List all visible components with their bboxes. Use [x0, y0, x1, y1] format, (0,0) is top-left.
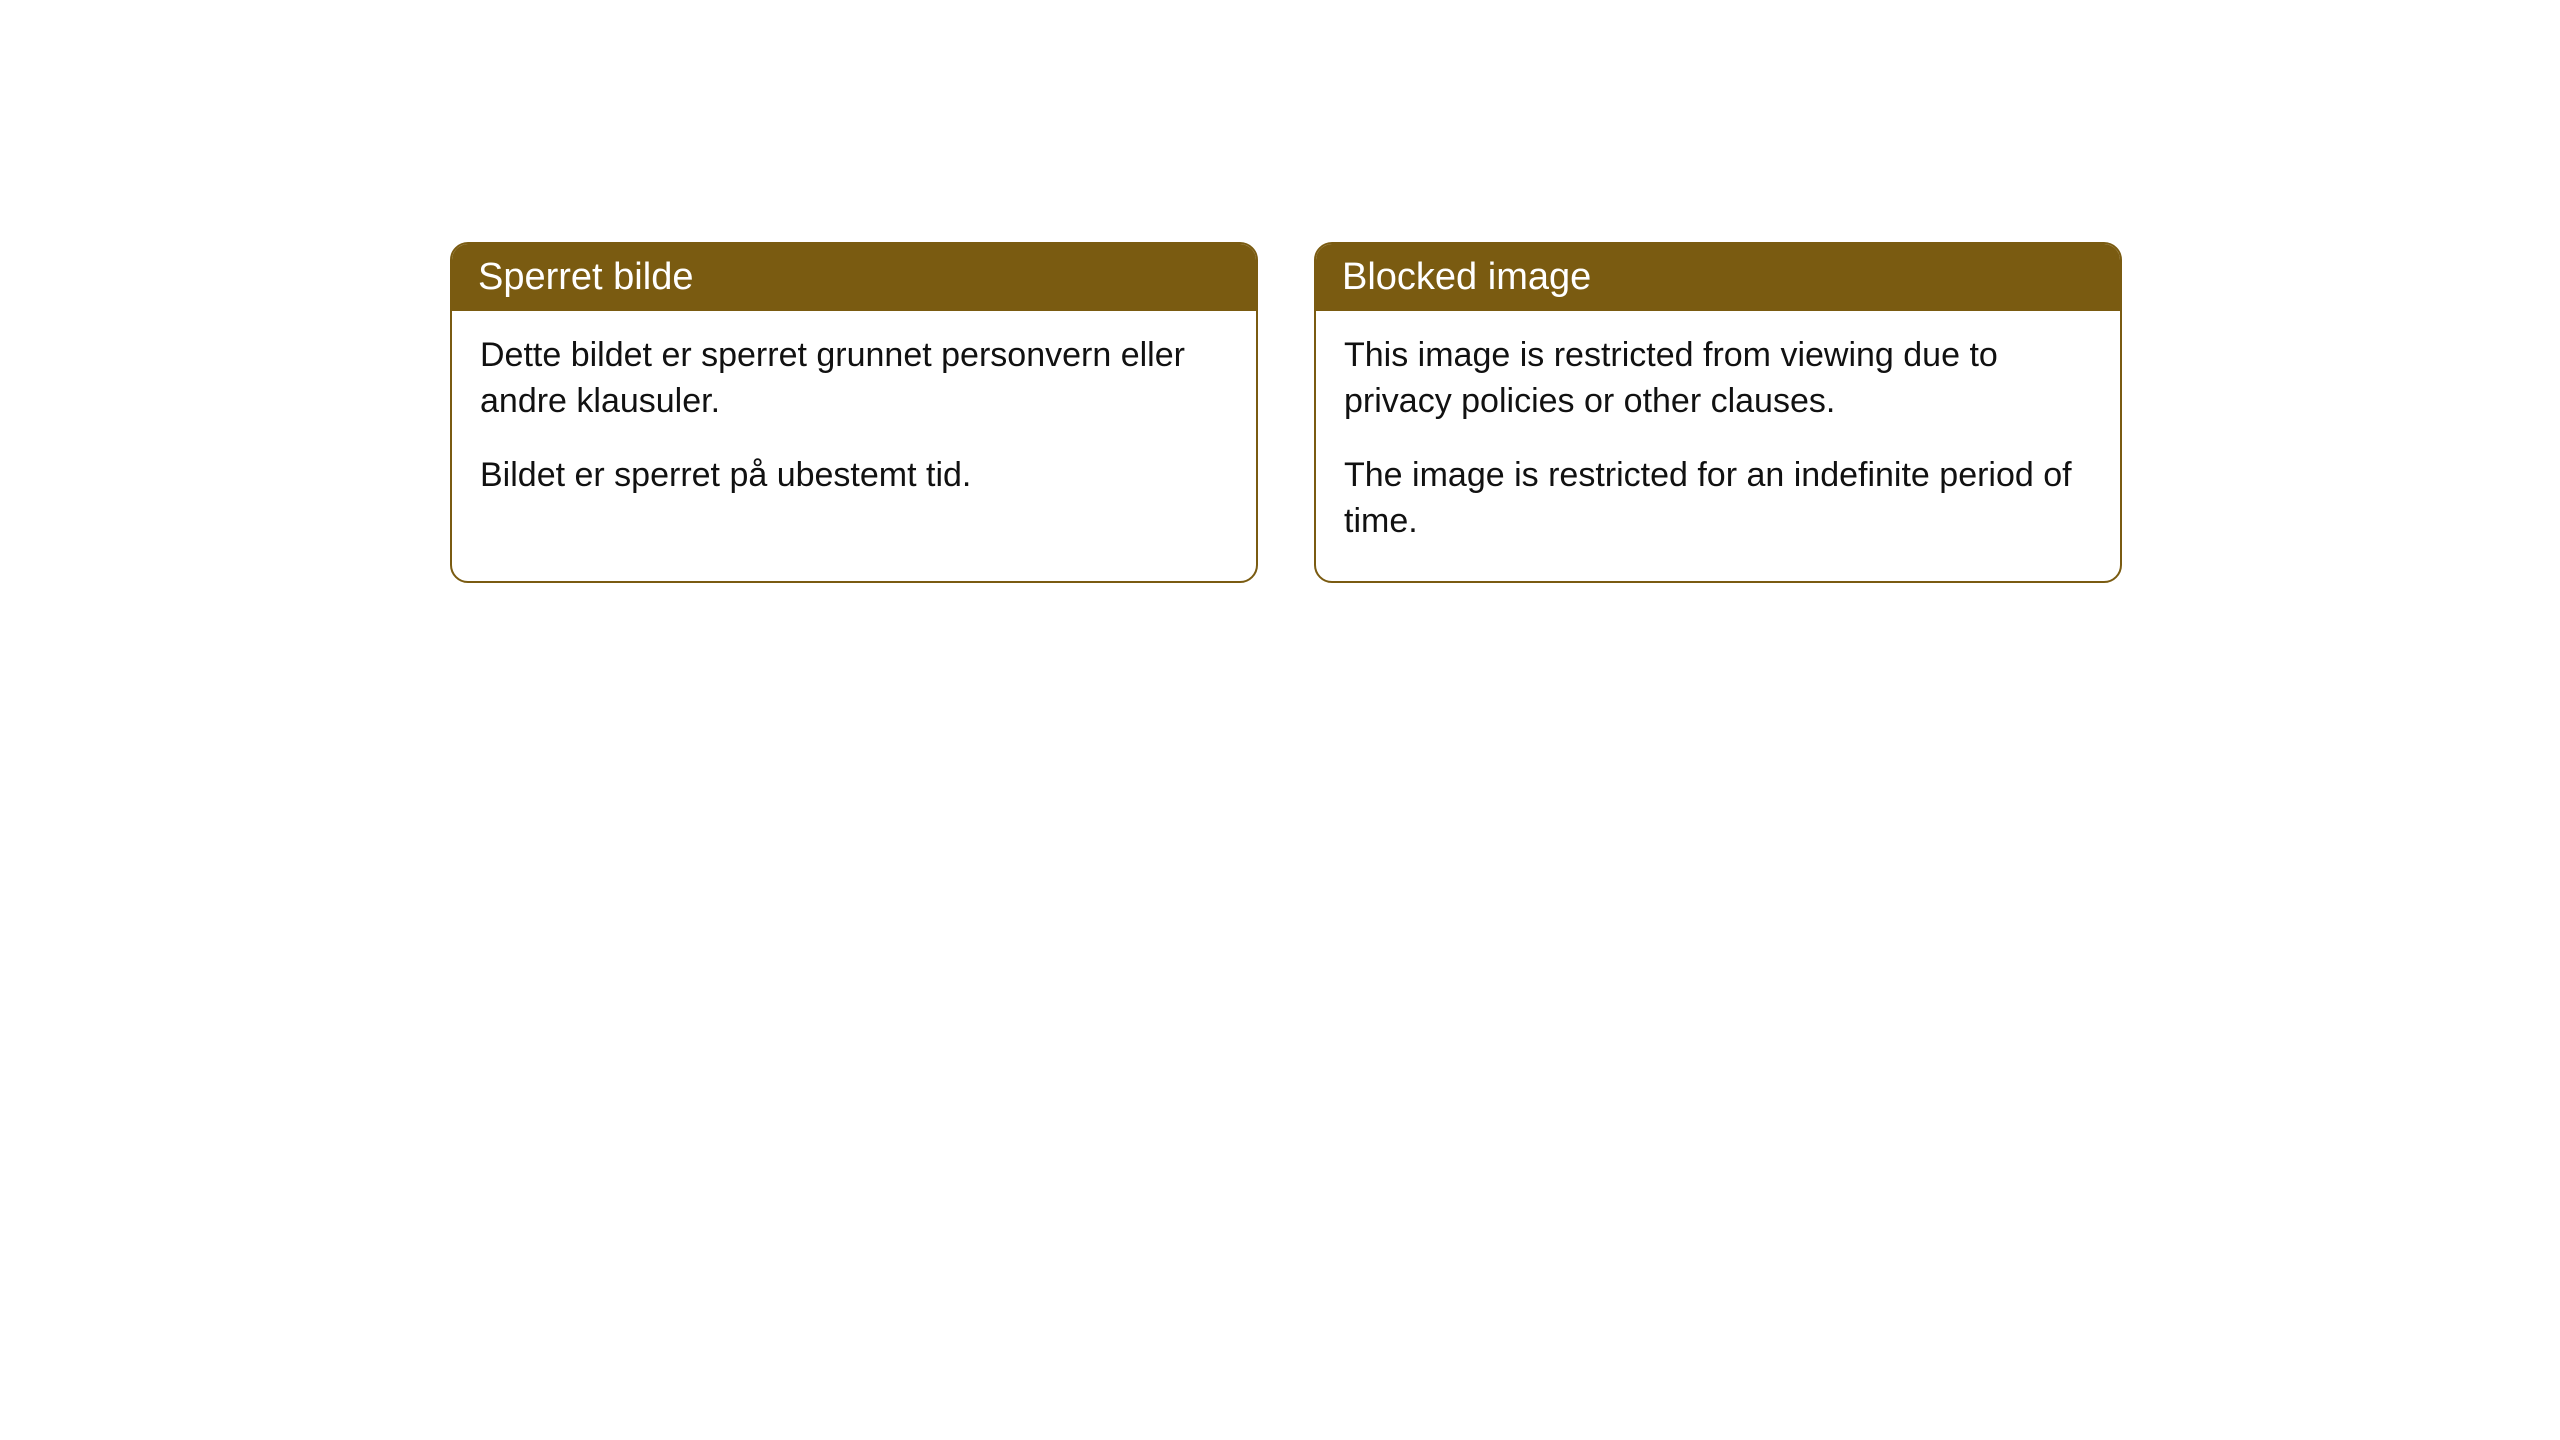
- card-body-norwegian: Dette bildet er sperret grunnet personve…: [452, 311, 1256, 535]
- card-paragraph-1-norwegian: Dette bildet er sperret grunnet personve…: [480, 333, 1228, 425]
- card-body-english: This image is restricted from viewing du…: [1316, 311, 2120, 581]
- card-paragraph-2-english: The image is restricted for an indefinit…: [1344, 453, 2092, 545]
- card-paragraph-1-english: This image is restricted from viewing du…: [1344, 333, 2092, 425]
- card-header-english: Blocked image: [1316, 244, 2120, 311]
- card-norwegian: Sperret bilde Dette bildet er sperret gr…: [450, 242, 1258, 583]
- card-english: Blocked image This image is restricted f…: [1314, 242, 2122, 583]
- card-paragraph-2-norwegian: Bildet er sperret på ubestemt tid.: [480, 453, 1228, 499]
- card-header-norwegian: Sperret bilde: [452, 244, 1256, 311]
- cards-container: Sperret bilde Dette bildet er sperret gr…: [450, 242, 2122, 583]
